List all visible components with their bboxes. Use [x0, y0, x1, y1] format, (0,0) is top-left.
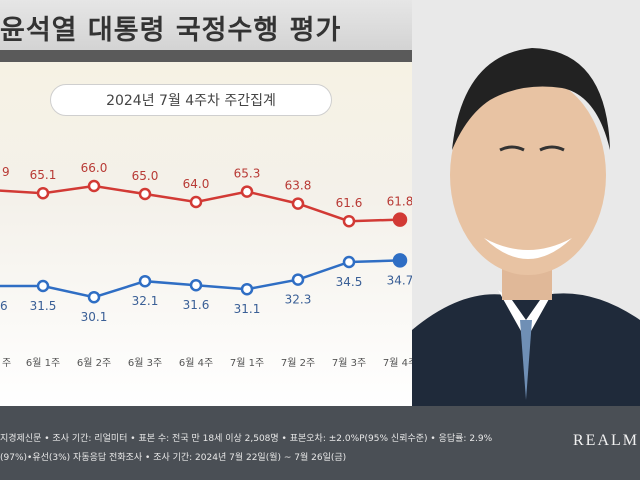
period-badge: 2024년 7월 4주차 주간집계 [50, 84, 332, 116]
series-1-value-label: 31.5 [30, 299, 57, 313]
line-chart: 65.1 66.0 65.0 64.0 65.3 63.8 61.6 61.8 31.5 30.1… [0, 161, 417, 369]
series-0-point [189, 195, 203, 209]
footer-note-1: 지경제신문 • 조사 기간: 리얼미터 • 표본 수: 전국 만 18세 이상 … [0, 434, 493, 444]
chart-title: 윤석열 대통령 국정수행 평가 [0, 15, 342, 46]
x-tick-label: 7월 4주 [383, 357, 417, 369]
series-0-value-label: 64.0 [183, 177, 210, 191]
series-0-point [36, 186, 50, 200]
series-1-value-label: 30.1 [81, 310, 108, 324]
series-0-point [87, 179, 101, 193]
x-tick-label: 6월 2주 [77, 357, 111, 369]
x-tick-label: 7월 2주 [281, 357, 315, 369]
series-1-point [240, 282, 254, 296]
series-0-value-label: 66.0 [81, 161, 108, 175]
series-1-point [36, 279, 50, 293]
footer-note-2: (97%)•유선(3%) 자동응답 전화조사 • 조사 기간: 2024년 7월… [0, 453, 347, 463]
series-1-value-label: 31.6 [183, 298, 210, 312]
series-0-point [240, 185, 254, 198]
series-0-point [138, 187, 152, 201]
series-1-value-label: 32.1 [132, 294, 159, 308]
x-tick-label: 6월 1주 [26, 357, 60, 369]
series-1-point [138, 274, 152, 288]
brand-logo: REALM [573, 432, 639, 449]
series-0-point [291, 197, 305, 210]
series-0-point [342, 214, 356, 228]
series-1-value-label: 32.3 [285, 293, 312, 307]
x-tick-label: 6월 3주 [128, 357, 162, 369]
footer-bar [0, 406, 640, 480]
x-tick-label: 6월 4주 [179, 357, 213, 369]
series-0-value-label: 61.8 [387, 195, 414, 209]
title-underline-strip [0, 50, 490, 62]
series-1-value-label: 34.7 [387, 273, 414, 287]
series-1-point [392, 253, 408, 268]
series-0-value-label: 61.6 [336, 196, 363, 210]
series-0-value-label: 65.0 [132, 169, 159, 183]
series-0-value-label: 63.8 [285, 179, 312, 193]
series-1-point [87, 290, 101, 304]
series-1-value-label: 34.5 [336, 275, 363, 289]
x-tick-label: 7월 1주 [230, 357, 264, 369]
x-tick-label: 7월 3주 [332, 357, 366, 369]
partial-top-label: 9 [2, 165, 10, 179]
portrait-photo [412, 0, 640, 406]
series-1-point [189, 278, 203, 292]
partial-bottom-label: 6 [0, 299, 8, 313]
series-0-point [392, 212, 408, 227]
series-1-value-label: 31.1 [234, 302, 261, 316]
series-0-value-label: 65.3 [234, 167, 261, 181]
partial-x-tick-label: 주 [2, 358, 11, 369]
series-1-point [291, 273, 305, 286]
series-0-value-label: 65.1 [30, 168, 57, 182]
series-1-point [342, 255, 356, 269]
